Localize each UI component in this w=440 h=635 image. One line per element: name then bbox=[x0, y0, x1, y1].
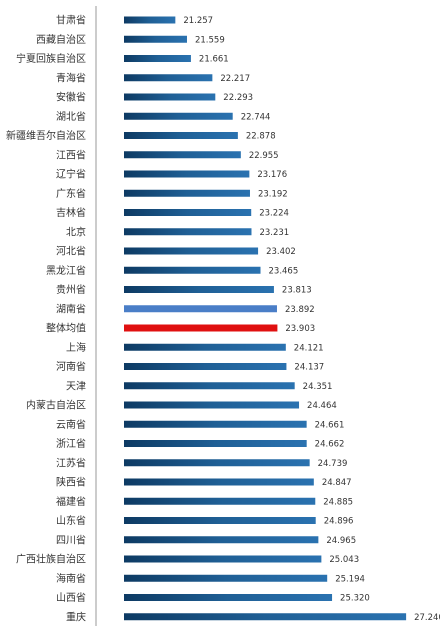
category-label: 陕西省 bbox=[56, 476, 86, 489]
value-label: 24.137 bbox=[294, 363, 324, 373]
value-label: 23.465 bbox=[269, 266, 299, 276]
bar bbox=[124, 305, 277, 313]
bar bbox=[124, 74, 213, 82]
bar bbox=[124, 459, 310, 467]
bar bbox=[124, 574, 328, 582]
category-label: 福建省 bbox=[56, 495, 86, 508]
value-label: 24.896 bbox=[324, 517, 354, 527]
bar bbox=[124, 266, 261, 274]
bar bbox=[124, 35, 187, 43]
value-label: 23.892 bbox=[285, 305, 315, 315]
value-label: 23.224 bbox=[259, 209, 289, 219]
category-label: 广西壮族自治区 bbox=[16, 553, 86, 566]
category-label: 新疆维吾尔自治区 bbox=[6, 129, 86, 142]
category-label: 江苏省 bbox=[56, 456, 86, 469]
bar bbox=[124, 594, 333, 601]
value-label: 24.661 bbox=[315, 420, 345, 430]
value-label: 22.744 bbox=[241, 112, 271, 122]
value-label: 25.043 bbox=[329, 555, 359, 565]
value-label: 24.464 bbox=[307, 401, 337, 411]
category-label: 山西省 bbox=[56, 591, 86, 604]
category-label: 湖南省 bbox=[56, 302, 86, 315]
category-label: 宁夏回族自治区 bbox=[16, 52, 86, 65]
category-label: 甘肃省 bbox=[56, 14, 86, 27]
category-label: 青海省 bbox=[56, 71, 86, 84]
bar bbox=[124, 343, 286, 351]
bar bbox=[124, 228, 252, 236]
bar bbox=[124, 151, 241, 159]
category-label: 浙江省 bbox=[56, 437, 86, 450]
value-label: 21.257 bbox=[183, 16, 213, 26]
category-label: 北京 bbox=[66, 225, 86, 238]
value-label: 24.965 bbox=[326, 536, 356, 546]
bar bbox=[124, 209, 252, 216]
value-label: 23.176 bbox=[257, 170, 287, 180]
bar bbox=[124, 189, 250, 197]
value-label: 22.878 bbox=[246, 132, 276, 142]
category-label: 四川省 bbox=[56, 533, 86, 546]
bar bbox=[124, 613, 407, 621]
category-label: 重庆 bbox=[66, 610, 86, 623]
category-label: 西藏自治区 bbox=[36, 33, 86, 46]
category-label: 山东省 bbox=[56, 514, 86, 527]
value-label: 22.955 bbox=[249, 151, 279, 161]
value-label: 24.351 bbox=[303, 382, 333, 392]
bar bbox=[124, 170, 250, 178]
bars-layer bbox=[124, 16, 407, 621]
value-label: 24.121 bbox=[294, 343, 324, 353]
category-label: 黑龙江省 bbox=[46, 264, 86, 277]
value-label: 24.847 bbox=[322, 478, 352, 488]
category-label: 吉林省 bbox=[56, 206, 86, 219]
value-label: 25.320 bbox=[340, 594, 370, 604]
bar bbox=[124, 132, 238, 139]
bar bbox=[124, 247, 259, 255]
labels-layer: 甘肃省 21.257 西藏自治区 21.559 宁夏回族自治区 21.661 青海省 22.2… bbox=[6, 14, 440, 624]
bar bbox=[124, 517, 316, 524]
category-label: 云南省 bbox=[56, 418, 86, 431]
value-label: 22.293 bbox=[223, 93, 253, 103]
value-label: 21.559 bbox=[195, 35, 225, 45]
bar bbox=[124, 55, 191, 62]
bar bbox=[124, 93, 216, 101]
bar bbox=[124, 286, 274, 293]
category-label: 湖北省 bbox=[56, 110, 86, 123]
bar bbox=[124, 401, 300, 409]
bar bbox=[124, 478, 314, 486]
value-label: 25.194 bbox=[335, 574, 365, 584]
value-label: 24.739 bbox=[318, 459, 348, 469]
value-label: 23.231 bbox=[259, 228, 289, 238]
bar bbox=[124, 497, 316, 505]
category-label: 天津 bbox=[66, 380, 86, 392]
bar bbox=[124, 324, 278, 332]
bar bbox=[124, 112, 233, 120]
bar bbox=[124, 420, 307, 428]
category-label: 上海 bbox=[66, 341, 86, 354]
category-label: 海南省 bbox=[56, 572, 86, 585]
bar bbox=[124, 363, 287, 370]
value-label: 24.885 bbox=[323, 497, 353, 507]
value-label: 22.217 bbox=[220, 74, 250, 84]
bar bbox=[124, 382, 295, 390]
category-label: 内蒙古自治区 bbox=[26, 399, 86, 412]
value-label: 23.402 bbox=[266, 247, 296, 257]
category-label: 江西省 bbox=[56, 148, 86, 161]
value-label: 21.661 bbox=[199, 55, 229, 65]
category-label: 辽宁省 bbox=[56, 168, 86, 181]
bar bbox=[124, 16, 176, 24]
category-label: 安徽省 bbox=[56, 91, 86, 104]
bar bbox=[124, 536, 319, 544]
bar bbox=[124, 555, 322, 563]
value-label: 27.240 bbox=[414, 613, 440, 623]
category-label: 贵州省 bbox=[56, 283, 86, 296]
value-label: 24.662 bbox=[315, 440, 345, 450]
category-label: 河南省 bbox=[56, 360, 86, 373]
value-label: 23.192 bbox=[258, 189, 288, 199]
bar bbox=[124, 440, 307, 447]
value-label: 23.813 bbox=[282, 286, 312, 296]
category-label: 河北省 bbox=[56, 245, 86, 258]
value-label: 23.903 bbox=[285, 324, 315, 334]
category-label: 广东省 bbox=[56, 187, 86, 200]
category-label: 整体均值 bbox=[46, 322, 86, 335]
